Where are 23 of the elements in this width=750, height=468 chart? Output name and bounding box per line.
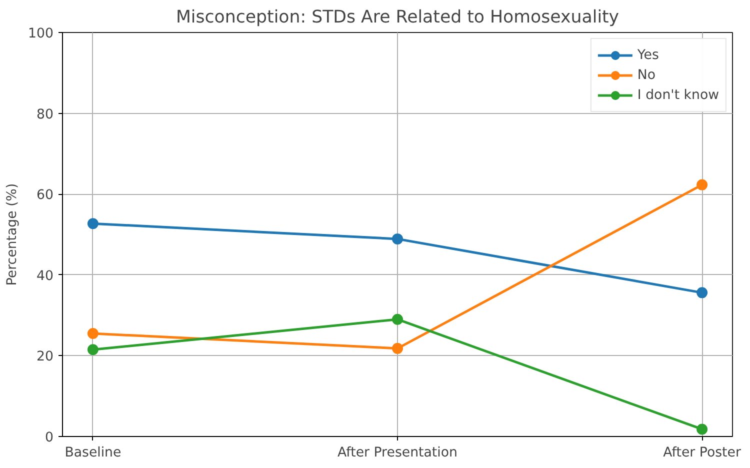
point bbox=[696, 287, 708, 298]
x-tick-label: Baseline bbox=[64, 446, 122, 460]
point bbox=[392, 314, 403, 325]
point bbox=[87, 328, 98, 339]
x-tick-label: After Poster bbox=[663, 446, 742, 460]
legend-label: Yes bbox=[637, 48, 659, 62]
point bbox=[696, 179, 708, 190]
y-axis-title: Percentage (%) bbox=[5, 183, 20, 286]
y-tick-label: 80 bbox=[36, 107, 54, 122]
y-tick-label: 20 bbox=[36, 350, 54, 365]
point bbox=[392, 342, 403, 354]
point bbox=[392, 233, 403, 244]
y-tick-label: 100 bbox=[28, 26, 54, 42]
legend-label: I don't know bbox=[637, 88, 719, 102]
point bbox=[87, 344, 98, 356]
x-tick-label: After Presentation bbox=[338, 446, 458, 460]
legend-label: No bbox=[637, 68, 657, 82]
point bbox=[87, 218, 98, 230]
y-tick-label: 0 bbox=[45, 430, 54, 446]
chart-title: Misconception: STDs Are Related to Homosexuality bbox=[176, 8, 620, 28]
point bbox=[696, 424, 708, 435]
y-tick-label: 60 bbox=[36, 188, 54, 204]
y-tick-label: 40 bbox=[36, 268, 54, 284]
